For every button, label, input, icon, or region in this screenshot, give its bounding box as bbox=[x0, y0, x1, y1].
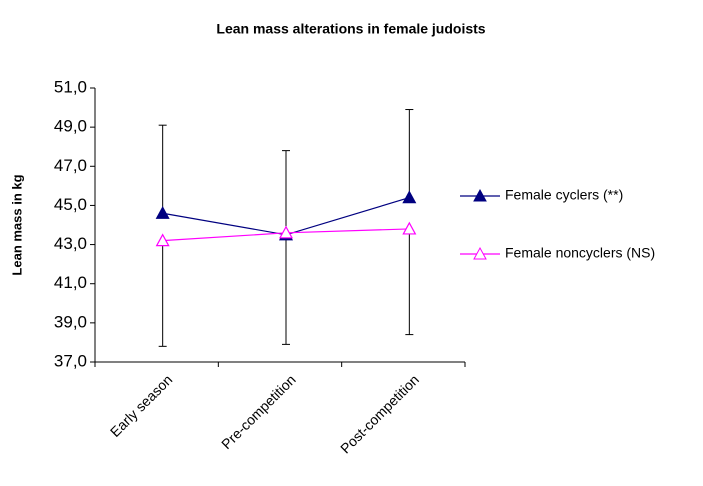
legend-marker bbox=[473, 188, 487, 202]
marker bbox=[278, 225, 294, 239]
error-bar bbox=[158, 124, 167, 214]
error-bar bbox=[405, 109, 414, 198]
error-bar bbox=[282, 232, 290, 345]
y-tick-label: 47,0 bbox=[54, 156, 87, 175]
legend-label: Female noncyclers (NS) bbox=[505, 245, 655, 261]
y-tick-label: 41,0 bbox=[54, 273, 87, 292]
marker bbox=[402, 190, 417, 204]
x-tick-label: Pre-competition bbox=[218, 371, 299, 452]
marker bbox=[155, 233, 170, 247]
y-tick-label: 45,0 bbox=[54, 195, 87, 214]
error-bar bbox=[282, 150, 290, 235]
x-tick-label: Early season bbox=[107, 371, 176, 440]
y-tick-label: 49,0 bbox=[54, 117, 87, 136]
chart-title: Lean mass alterations in female judoists bbox=[216, 21, 485, 37]
y-tick-label: 51,0 bbox=[54, 77, 87, 96]
error-bar bbox=[158, 240, 167, 347]
legend-marker bbox=[473, 246, 487, 260]
x-tick-label: Post-competition bbox=[337, 371, 422, 456]
error-bar bbox=[405, 228, 414, 336]
y-tick-label: 43,0 bbox=[54, 234, 87, 253]
y-tick-label: 37,0 bbox=[54, 351, 87, 370]
legend-label: Female cyclers (**) bbox=[505, 187, 623, 203]
marker bbox=[155, 206, 170, 219]
y-axis-label: Lean mass in kg bbox=[9, 174, 24, 275]
y-tick-label: 39,0 bbox=[54, 312, 87, 331]
marker bbox=[402, 221, 417, 235]
